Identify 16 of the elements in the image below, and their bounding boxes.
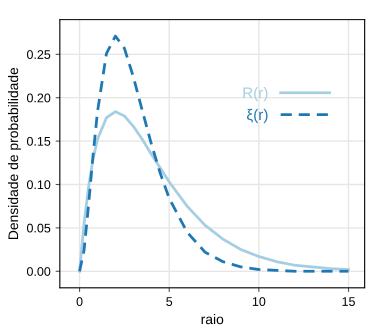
y-tick-label: 0.00 bbox=[26, 267, 50, 276]
legend-label: ξ(r) bbox=[246, 108, 268, 124]
y-tick-label: 0.20 bbox=[26, 94, 50, 102]
x-tick-label: 5 bbox=[166, 297, 172, 306]
line-series bbox=[78, 110, 350, 273]
legend-label: R(r) bbox=[243, 87, 268, 102]
x-tick-label: 0 bbox=[76, 297, 83, 306]
x-tick-label: 10 bbox=[252, 297, 266, 306]
x-tick-label: 15 bbox=[342, 297, 355, 306]
y-tick-label: 0.15 bbox=[26, 136, 50, 146]
y-tick-label: 0.05 bbox=[26, 224, 50, 233]
x-axis-title: raio bbox=[202, 314, 224, 324]
line-series bbox=[78, 34, 350, 273]
y-tick-label: 0.25 bbox=[26, 50, 50, 59]
y-tick-label: 0.10 bbox=[26, 180, 50, 190]
y-axis-title: Densidade de probabilidade bbox=[8, 68, 21, 240]
